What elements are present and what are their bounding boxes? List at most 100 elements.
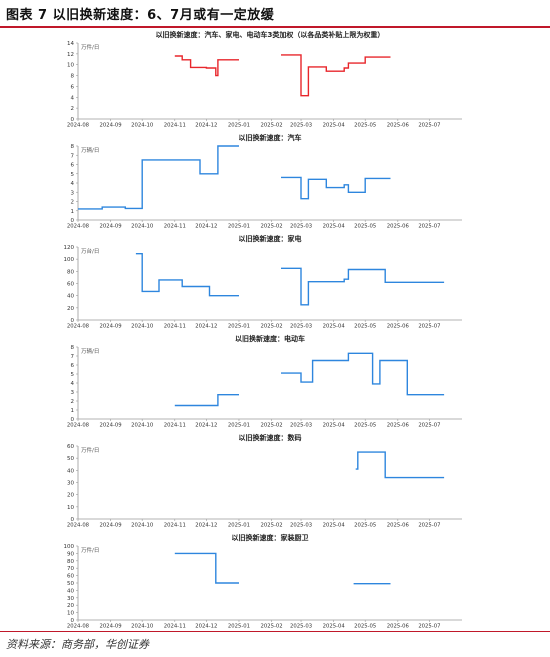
chart-title: 以旧换新速度：汽车、家电、电动车3类加权（以各品类补贴上限为权重） — [156, 30, 385, 39]
chart-title: 以旧换新速度：家电 — [239, 234, 302, 243]
x-tick-label: 2025-04 — [323, 423, 346, 429]
y-tick-label: 80 — [67, 269, 74, 275]
x-tick-label: 2024-11 — [164, 123, 186, 129]
y-tick-label: 4 — [71, 381, 75, 387]
chart-panel-1: 以旧换新速度：汽车、家电、电动车3类加权（以各品类补贴上限为权重） 万件/日 0 2 4… — [67, 30, 462, 129]
chart-title: 以旧换新速度：电动车 — [235, 334, 305, 343]
y-tick-label: 50 — [67, 581, 74, 587]
x-tick-label: 2025-05 — [354, 324, 376, 330]
x-tick-label: 2025-02 — [261, 423, 283, 429]
x-tick-label: 2025-01 — [228, 324, 250, 330]
x-tick-label: 2025-01 — [228, 523, 250, 529]
x-tick-label: 2025-02 — [261, 123, 283, 129]
series-line-segment-2 — [281, 267, 445, 306]
x-tick-label: 2025-02 — [261, 523, 283, 529]
x-tick-label: 2024-12 — [195, 423, 217, 429]
x-tick-label: 2024-10 — [131, 224, 154, 230]
x-tick-label: 2025-04 — [323, 123, 346, 129]
y-tick-label: 20 — [67, 603, 74, 609]
series-line-segment-1 — [355, 451, 445, 479]
y-tick-label: 40 — [67, 588, 74, 594]
x-tick-label: 2025-06 — [387, 423, 410, 429]
footer-divider — [0, 631, 550, 632]
x-tick-label: 2024-09 — [100, 324, 122, 330]
series-line-segment-1 — [135, 252, 239, 297]
y-tick-label: 14 — [67, 41, 74, 47]
y-tick-label: 0 — [71, 417, 75, 423]
x-tick-label: 2024-11 — [164, 624, 186, 630]
x-tick-label: 2024-08 — [67, 624, 90, 630]
series-line-segment-1 — [174, 55, 239, 77]
x-tick-label: 2024-10 — [131, 324, 154, 330]
y-tick-label: 100 — [64, 544, 75, 550]
y-tick-label: 0 — [71, 517, 75, 523]
unit-label: 万辆/日 — [81, 146, 99, 154]
x-tick-label: 2024-10 — [131, 523, 154, 529]
y-tick-label: 1 — [71, 408, 75, 414]
x-tick-label: 2025-02 — [261, 624, 283, 630]
y-tick-label: 10 — [67, 63, 74, 69]
y-tick-label: 100 — [64, 257, 75, 263]
x-tick-label: 2024-09 — [100, 224, 122, 230]
unit-label: 万件/日 — [81, 446, 99, 454]
chart-title: 以旧换新速度：家装厨卫 — [232, 533, 309, 542]
x-tick-label: 2025-02 — [261, 324, 283, 330]
x-tick-label: 2025-06 — [387, 324, 410, 330]
y-tick-label: 4 — [71, 95, 75, 101]
y-tick-label: 10 — [67, 505, 74, 511]
x-tick-label: 2025-01 — [228, 624, 250, 630]
series-line-segment-1 — [78, 145, 239, 210]
y-tick-label: 60 — [67, 574, 74, 580]
x-tick-label: 2024-08 — [67, 423, 90, 429]
unit-label: 万台/日 — [81, 247, 99, 255]
figure-header: 图表 7 以旧换新速度：6、7月或有一定放缓 — [0, 0, 550, 26]
y-tick-label: 8 — [71, 345, 75, 351]
x-tick-label: 2024-09 — [100, 423, 122, 429]
y-tick-label: 70 — [67, 566, 74, 572]
x-tick-label: 2024-12 — [195, 523, 217, 529]
header-divider — [0, 26, 550, 28]
x-tick-label: 2025-03 — [290, 523, 312, 529]
unit-label: 万辆/日 — [81, 347, 99, 355]
x-tick-label: 2025-04 — [323, 624, 346, 630]
y-tick-label: 40 — [67, 294, 74, 300]
x-tick-label: 2025-06 — [387, 224, 410, 230]
x-tick-label: 2024-09 — [100, 523, 122, 529]
y-tick-label: 5 — [71, 172, 75, 178]
y-tick-label: 3 — [71, 190, 75, 196]
source-note: 资料来源：商务部，华创证券 — [6, 638, 149, 651]
x-tick-label: 2024-08 — [67, 523, 90, 529]
series-line-segment-2 — [281, 176, 391, 200]
x-tick-label: 2025-01 — [228, 224, 250, 230]
x-tick-label: 2025-07 — [418, 624, 440, 630]
y-tick-label: 3 — [71, 390, 75, 396]
y-tick-label: 0 — [71, 318, 75, 324]
x-tick-label: 2024-11 — [164, 324, 186, 330]
x-tick-label: 2024-10 — [131, 123, 154, 129]
x-tick-label: 2025-05 — [354, 123, 376, 129]
x-tick-label: 2025-04 — [323, 324, 346, 330]
chart-title: 以旧换新速度：汽车 — [239, 133, 302, 142]
y-tick-label: 40 — [67, 468, 74, 474]
x-tick-label: 2024-11 — [164, 423, 186, 429]
y-tick-label: 2 — [71, 399, 75, 405]
y-tick-label: 0 — [71, 218, 75, 224]
series-line-segment-1 — [174, 394, 239, 407]
x-tick-label: 2024-09 — [100, 624, 122, 630]
x-tick-label: 2024-12 — [195, 624, 217, 630]
x-tick-label: 2024-11 — [164, 523, 186, 529]
x-tick-label: 2025-06 — [387, 624, 410, 630]
x-tick-label: 2025-03 — [290, 324, 312, 330]
x-tick-label: 2025-03 — [290, 624, 312, 630]
series-line-segment-2 — [281, 352, 445, 396]
y-tick-label: 7 — [71, 354, 75, 360]
x-tick-label: 2025-05 — [354, 224, 376, 230]
x-tick-label: 2025-07 — [418, 123, 440, 129]
x-tick-label: 2025-07 — [418, 224, 440, 230]
x-tick-label: 2025-06 — [387, 523, 410, 529]
